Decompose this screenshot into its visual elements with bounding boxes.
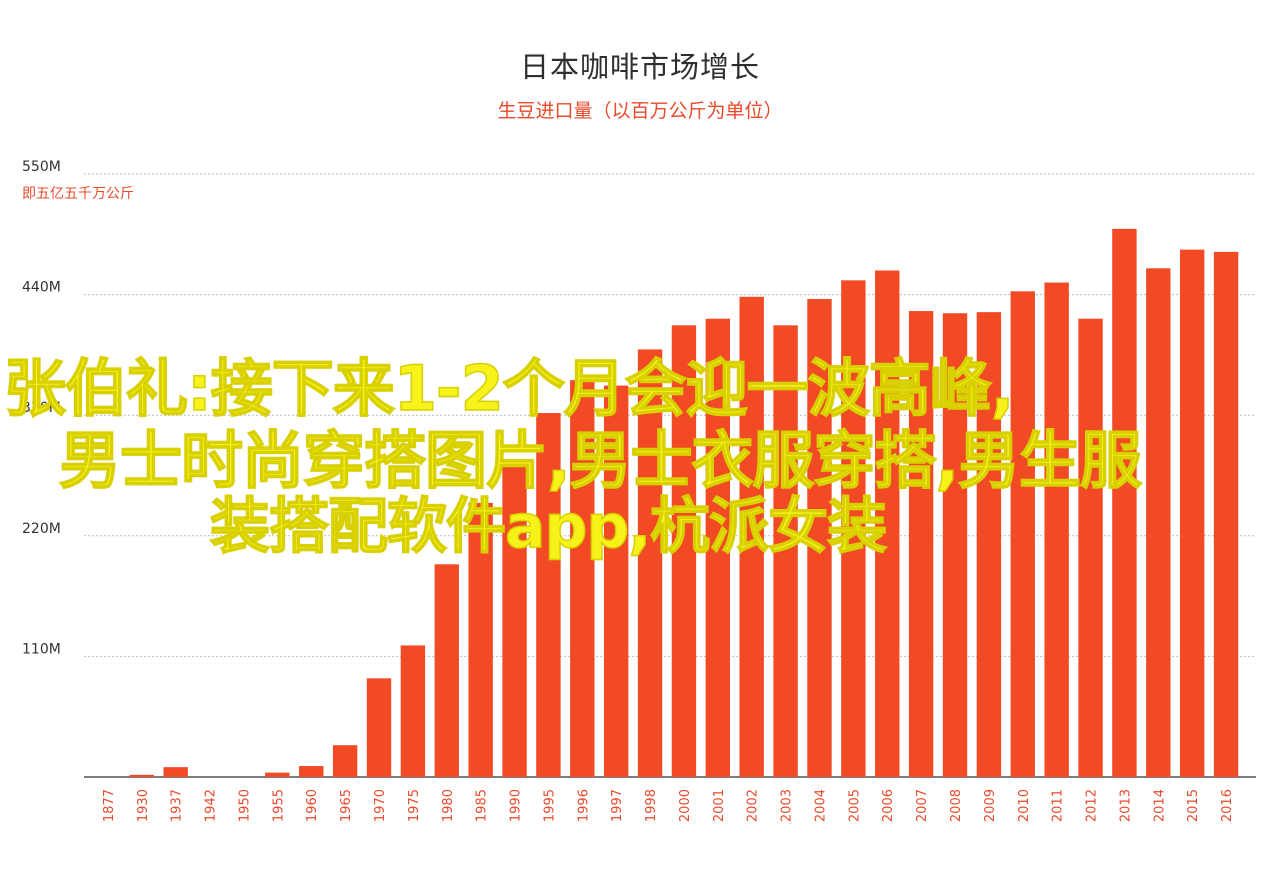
bar (502, 459, 527, 777)
x-tick-label: 1950 (237, 789, 252, 822)
x-tick-label: 1997 (610, 789, 625, 822)
x-tick-label: 2013 (1118, 789, 1133, 822)
overlay-caption-line-1: 张伯礼:接下来1-2个月会迎一波高峰, (3, 351, 1015, 426)
bar (671, 325, 697, 777)
bar (400, 645, 426, 777)
x-tick-label: 2012 (1085, 789, 1100, 822)
x-tick-label: 1975 (407, 789, 422, 822)
y-tick-label: 220M (22, 521, 61, 537)
bar (299, 766, 324, 777)
x-tick-label: 2002 (746, 789, 761, 822)
y-tick-label: 550M (22, 159, 61, 175)
bar (1213, 251, 1239, 778)
bar (908, 311, 934, 777)
x-tick-label: 2000 (678, 789, 693, 822)
bar (129, 774, 155, 777)
x-tick-label: 1960 (305, 789, 320, 822)
bar (265, 772, 290, 777)
overlay-caption-line-3: 装搭配软件app,杭派女装 (209, 491, 888, 563)
overlay-caption-line-2: 男士时尚穿搭图片,男士衣服穿搭,男生服 (58, 423, 1143, 498)
y-tick-label: 330M (22, 400, 61, 416)
x-tick-label: 2008 (949, 789, 964, 822)
x-tick-label: 1990 (509, 789, 524, 822)
bar (1010, 291, 1035, 777)
x-tick-label: 2005 (847, 789, 862, 822)
y-tick-label: 440M (22, 280, 61, 296)
x-tick-label: 1980 (441, 789, 456, 822)
x-tick-label: 1942 (204, 789, 219, 822)
x-tick-label: 2003 (780, 789, 795, 822)
bar (468, 502, 493, 777)
x-tick-label: 2015 (1186, 789, 1201, 822)
bar (807, 298, 832, 777)
x-tick-label: 2016 (1220, 789, 1235, 822)
bar (637, 349, 663, 777)
x-tick-label: 1996 (576, 789, 591, 822)
x-tick-label: 1995 (542, 789, 557, 822)
x-tick-label: 1998 (644, 789, 659, 822)
bar (570, 380, 595, 777)
bar (1078, 318, 1103, 777)
bar (773, 325, 798, 777)
chart-title: 日本咖啡市场增长 (519, 50, 760, 84)
bar (366, 678, 392, 777)
bar (841, 280, 866, 777)
bar (1146, 268, 1171, 777)
x-tick-label: 2004 (813, 789, 828, 822)
x-tick-label: 1955 (271, 789, 286, 822)
x-tick-label: 2007 (915, 789, 930, 822)
x-tick-label: 2010 (1017, 789, 1032, 822)
bar (434, 564, 459, 777)
y-tick-label: 110M (22, 641, 61, 657)
x-tick-label: 2009 (983, 789, 998, 822)
bar (976, 312, 1002, 777)
bar (1179, 249, 1205, 777)
bar (536, 413, 561, 777)
bar (875, 270, 900, 777)
bar (332, 745, 358, 777)
x-tick-label: 1877 (102, 789, 117, 822)
bar (1112, 228, 1137, 777)
bar (603, 385, 629, 777)
x-tick-label: 1965 (339, 789, 354, 822)
chart-subtitle: 生豆进口量（以百万公斤为单位） (497, 100, 783, 122)
x-tick-label: 1970 (373, 789, 388, 822)
x-tick-label: 1930 (136, 789, 151, 822)
x-tick-label: 2006 (881, 789, 896, 822)
x-tick-label: 1937 (170, 789, 185, 822)
x-tick-label: 2014 (1152, 789, 1167, 822)
bar (163, 767, 188, 777)
bar (739, 296, 764, 777)
x-tick-label: 2011 (1051, 789, 1066, 822)
bar (942, 313, 968, 777)
bar (1044, 282, 1069, 777)
bar (705, 318, 731, 777)
x-tick-label: 1985 (475, 789, 490, 822)
x-tick-label: 2001 (712, 789, 727, 822)
y-axis-unit-note: 即五亿五千万公斤 (22, 186, 134, 202)
